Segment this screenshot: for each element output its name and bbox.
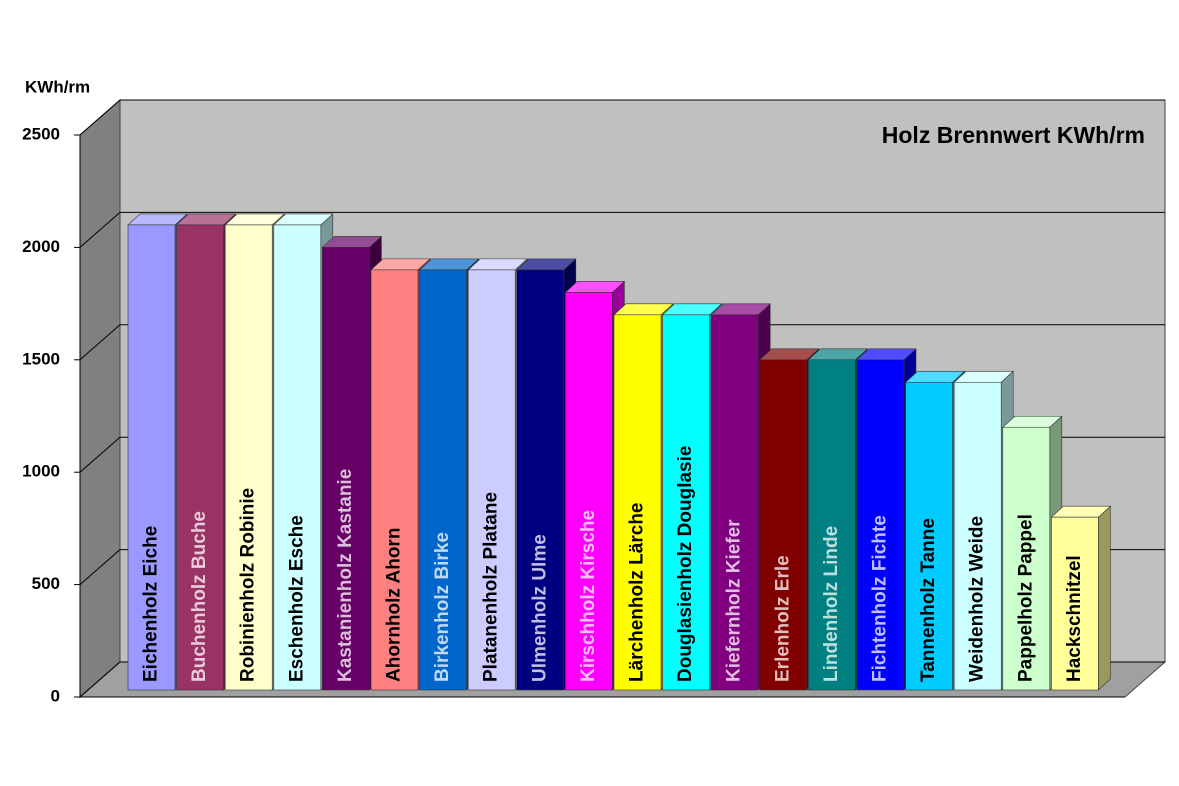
bar	[565, 292, 613, 691]
bar-label: Douglasienholz Douglasie	[675, 446, 696, 682]
bar	[273, 224, 322, 691]
bar	[856, 359, 905, 691]
y-tick-label: 1000	[22, 462, 60, 481]
y-tick-label: 1500	[22, 349, 60, 368]
grid-line	[79, 212, 121, 248]
bar-label: Robinienholz Robinie	[238, 488, 259, 682]
bar-label: Tannenholz Tanne	[918, 518, 939, 682]
bar-label: Ahornholz Ahorn	[384, 528, 405, 682]
bar	[1051, 516, 1099, 691]
bar-label: Kirschholz Kirsche	[578, 510, 599, 682]
bar	[710, 314, 759, 691]
bar	[953, 381, 1002, 691]
bar-label: Hackschnitzel	[1064, 555, 1085, 682]
bar	[1002, 426, 1051, 691]
bar-label: Eichenholz Eiche	[141, 526, 162, 682]
grid-line	[79, 324, 121, 361]
grid-line	[79, 99, 121, 136]
grid-line	[79, 661, 121, 698]
bar-label: Kiefernholz Kiefer	[724, 519, 745, 682]
bar-label: Kastanienholz Kastanie	[335, 469, 356, 682]
bar	[322, 247, 370, 691]
y-tick-label: 0	[51, 686, 60, 705]
bar	[613, 314, 662, 691]
bar-label: Eschenholz Esche	[286, 515, 307, 682]
bar-label: Lindenholz Linde	[821, 526, 842, 682]
bar	[516, 269, 565, 691]
bar	[905, 381, 953, 691]
y-axis-label: KWh/rm	[25, 77, 90, 96]
bar	[662, 314, 710, 691]
bar-label: Ulmenholz Ulme	[529, 534, 550, 682]
bar-label: Weidenholz Weide	[967, 516, 988, 682]
y-tick-label: 2500	[22, 124, 60, 143]
bar-label: Pappelholz Pappel	[1015, 514, 1036, 682]
bar-label: Buchenholz Buche	[189, 511, 210, 682]
bar-label: Birkenholz Birke	[432, 532, 453, 682]
y-tick-label: 2000	[22, 237, 60, 256]
chart-title: Holz Brennwert KWh/rm	[882, 122, 1145, 148]
bar-label: Lärchenholz Lärche	[627, 503, 648, 683]
grid-line	[79, 436, 121, 473]
bar-side	[1098, 505, 1111, 691]
bar	[759, 359, 808, 691]
bar-label: Platanenholz Platane	[481, 492, 502, 682]
bar-label: Fichtenholz Fichte	[870, 515, 891, 682]
bar	[419, 269, 467, 691]
bar	[467, 269, 516, 691]
bar-label: Erlenholz Erle	[772, 555, 793, 682]
bar	[127, 224, 176, 691]
side-wall	[79, 98, 121, 699]
bar	[370, 269, 419, 691]
bar	[176, 224, 224, 691]
bar	[224, 224, 273, 691]
bar	[808, 359, 856, 691]
grid-line	[79, 549, 121, 585]
y-tick-label: 500	[32, 574, 60, 593]
